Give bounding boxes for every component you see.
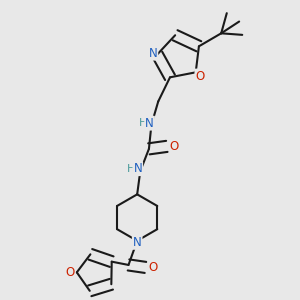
- Text: O: O: [65, 266, 75, 279]
- Text: O: O: [170, 140, 179, 153]
- Text: O: O: [195, 70, 205, 83]
- Text: N: N: [134, 162, 142, 175]
- Text: O: O: [148, 261, 158, 274]
- Text: N: N: [148, 47, 157, 60]
- Text: H: H: [139, 118, 147, 128]
- Text: N: N: [145, 117, 154, 130]
- Text: N: N: [133, 236, 142, 249]
- Text: H: H: [127, 164, 135, 174]
